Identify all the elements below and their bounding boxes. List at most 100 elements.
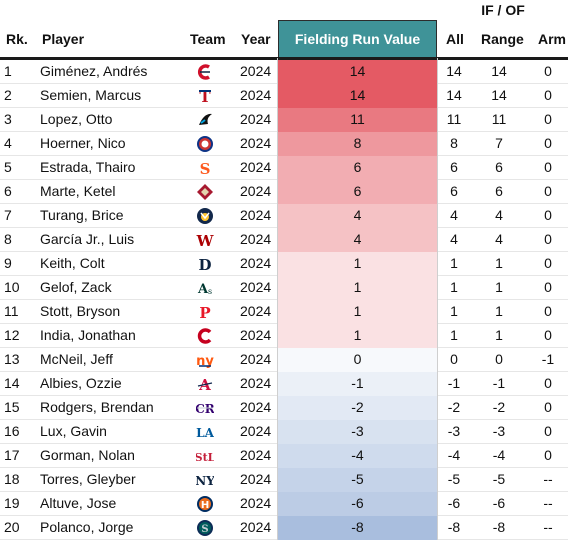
year-cell: 2024 [240, 135, 272, 151]
all-column-header[interactable]: All [446, 31, 464, 47]
player-name-link[interactable]: Marte, Ketel [40, 183, 116, 199]
table-row[interactable]: 12 India, Jonathan 2024 1 1 1 0 [0, 324, 568, 348]
player-name-link[interactable]: India, Jonathan [40, 327, 136, 343]
all-cell: 4 [450, 231, 458, 247]
giants-logo-icon: S [196, 159, 214, 177]
column-divider [277, 58, 278, 540]
table-row[interactable]: 1 Giménez, Andrés 2024 14 14 14 0 [0, 60, 568, 84]
rank-cell: 16 [4, 423, 20, 439]
player-name-link[interactable]: Polanco, Jorge [40, 519, 134, 535]
nationals-logo-icon: W [196, 231, 214, 249]
table-row[interactable]: 5 Estrada, Thairo S 2024 6 6 6 0 [0, 156, 568, 180]
table-row[interactable]: 16 Lux, Gavin LA 2024 -3 -3 -3 0 [0, 420, 568, 444]
braves-logo-icon: A [196, 375, 214, 393]
range-cell: 1 [495, 303, 503, 319]
table-row[interactable]: 18 Torres, Gleyber NY 2024 -5 -5 -5 -- [0, 468, 568, 492]
all-cell: -8 [447, 519, 461, 535]
arm-column-header[interactable]: Arm [538, 31, 567, 47]
tigers-logo-icon: D [196, 255, 214, 273]
fielding-run-value-cell: -5 [278, 468, 437, 492]
table-row[interactable]: 19 Altuve, Jose H 2024 -6 -6 -6 -- [0, 492, 568, 516]
table-row[interactable]: 9 Keith, Colt D 2024 1 1 1 0 [0, 252, 568, 276]
arm-cell: 0 [544, 447, 552, 463]
guardians-logo-icon [196, 63, 214, 81]
table-row[interactable]: 7 Turang, Brice 2024 4 4 4 0 [0, 204, 568, 228]
table-row[interactable]: 15 Rodgers, Brendan CR 2024 -2 -2 -2 0 [0, 396, 568, 420]
year-cell: 2024 [240, 519, 272, 535]
player-name-link[interactable]: McNeil, Jeff [40, 351, 113, 367]
rockies-logo-icon: CR [196, 399, 214, 417]
fielding-run-value-cell: 6 [278, 156, 437, 180]
table-row[interactable]: 17 Gorman, Nolan StL 2024 -4 -4 -4 0 [0, 444, 568, 468]
table-row[interactable]: 3 Lopez, Otto 2024 11 11 11 0 [0, 108, 568, 132]
fielding-run-value-cell: -2 [278, 396, 437, 420]
all-cell: -1 [447, 375, 461, 391]
player-name-link[interactable]: Hoerner, Nico [40, 135, 126, 151]
player-name-link[interactable]: Estrada, Thairo [40, 159, 136, 175]
all-cell: -3 [447, 423, 461, 439]
range-column-header[interactable]: Range [481, 31, 524, 47]
year-cell: 2024 [240, 207, 272, 223]
year-cell: 2024 [240, 231, 272, 247]
rank-cell: 11 [4, 303, 19, 319]
range-cell: 1 [495, 327, 503, 343]
arm-cell: 0 [544, 255, 552, 271]
svg-text:S: S [201, 524, 208, 535]
player-name-link[interactable]: García Jr., Luis [40, 231, 135, 247]
all-cell: 1 [450, 279, 458, 295]
all-cell: 1 [450, 255, 458, 271]
table-row[interactable]: 20 Polanco, Jorge S 2024 -8 -8 -8 -- [0, 516, 568, 540]
year-cell: 2024 [240, 63, 272, 79]
phillies-logo-icon: P [196, 303, 214, 321]
year-cell: 2024 [240, 255, 272, 271]
fielding-run-value-column-header[interactable]: Fielding Run Value [278, 20, 437, 58]
player-name-link[interactable]: Gorman, Nolan [40, 447, 135, 463]
player-name-link[interactable]: Torres, Gleyber [40, 471, 136, 487]
fielding-run-value-cell: 8 [278, 132, 437, 156]
table-row[interactable]: 13 McNeil, Jeff ny 2024 0 0 0 -1 [0, 348, 568, 372]
if-of-group-header: IF / OF [481, 2, 525, 18]
fielding-run-value-cell: 4 [278, 228, 437, 252]
player-name-link[interactable]: Stott, Bryson [40, 303, 121, 319]
year-cell: 2024 [240, 159, 272, 175]
svg-text:StL: StL [196, 451, 214, 464]
team-column-header[interactable]: Team [190, 31, 226, 47]
arm-cell: 0 [544, 375, 552, 391]
player-name-link[interactable]: Keith, Colt [40, 255, 105, 271]
player-name-link[interactable]: Rodgers, Brendan [40, 399, 154, 415]
rank-cell: 7 [4, 207, 12, 223]
arm-cell: 0 [544, 159, 552, 175]
player-name-link[interactable]: Altuve, Jose [40, 495, 117, 511]
year-cell: 2024 [240, 279, 272, 295]
fielding-run-value-cell: 4 [278, 204, 437, 228]
year-column-header[interactable]: Year [241, 31, 271, 47]
rank-cell: 12 [4, 327, 20, 343]
svg-text:CR: CR [196, 402, 214, 416]
player-name-link[interactable]: Giménez, Andrés [40, 63, 148, 79]
table-row[interactable]: 14 Albies, Ozzie A 2024 -1 -1 -1 0 [0, 372, 568, 396]
year-cell: 2024 [240, 87, 272, 103]
player-name-link[interactable]: Albies, Ozzie [40, 375, 122, 391]
range-cell: 14 [491, 87, 507, 103]
table-row[interactable]: 4 Hoerner, Nico 2024 8 8 7 0 [0, 132, 568, 156]
table-row[interactable]: 6 Marte, Ketel 2024 6 6 6 0 [0, 180, 568, 204]
range-cell: 11 [491, 111, 507, 127]
player-name-link[interactable]: Turang, Brice [40, 207, 124, 223]
player-column-header[interactable]: Player [42, 31, 85, 47]
svg-text:NY: NY [196, 474, 214, 488]
year-cell: 2024 [240, 399, 272, 415]
all-cell: 1 [450, 303, 458, 319]
player-name-link[interactable]: Gelof, Zack [40, 279, 112, 295]
player-name-link[interactable]: Semien, Marcus [40, 87, 142, 103]
table-row[interactable]: 8 García Jr., Luis W 2024 4 4 4 0 [0, 228, 568, 252]
svg-text:A: A [197, 282, 209, 297]
rank-column-header[interactable]: Rk. [6, 31, 28, 47]
fielding-run-value-cell: 14 [278, 60, 437, 84]
player-name-link[interactable]: Lux, Gavin [40, 423, 107, 439]
player-name-link[interactable]: Lopez, Otto [40, 111, 113, 127]
table-row[interactable]: 11 Stott, Bryson P 2024 1 1 1 0 [0, 300, 568, 324]
all-cell: 8 [450, 135, 458, 151]
table-row[interactable]: 2 Semien, Marcus T 2024 14 14 14 0 [0, 84, 568, 108]
